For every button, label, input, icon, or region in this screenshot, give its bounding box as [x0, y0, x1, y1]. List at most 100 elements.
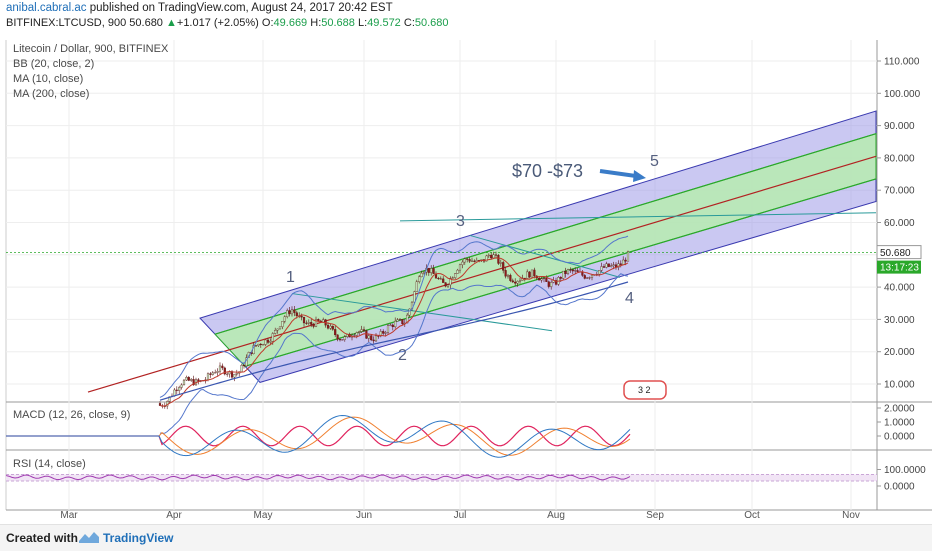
y-tick-label: 90.000	[884, 121, 915, 132]
overlay-bb[interactable]: BB (20, close, 2)	[13, 58, 95, 70]
candle-body	[470, 260, 474, 262]
candle-body	[401, 319, 404, 325]
candle-body	[497, 255, 500, 264]
inner-lower-line	[244, 178, 877, 367]
candle-body	[528, 271, 531, 278]
candle-body	[600, 266, 603, 271]
macd-line	[6, 414, 631, 458]
candle-body	[509, 275, 512, 281]
macd-tick-label: 0.0000	[884, 432, 915, 443]
candle-body	[329, 325, 332, 329]
high-value: 50.688	[321, 17, 355, 29]
wave-label-1: 1	[286, 269, 295, 286]
candle-body	[466, 258, 469, 260]
candle-body	[358, 331, 361, 333]
overlay-ma10[interactable]: MA (10, close)	[13, 73, 84, 85]
candle-body	[545, 277, 548, 282]
candle-body	[302, 316, 306, 324]
candle-body	[283, 316, 286, 322]
y-tick-label: 110.000	[884, 57, 920, 68]
candle-body	[300, 315, 303, 318]
publish-info: anibal.cabral.ac published on TradingVie…	[6, 2, 393, 14]
inner-upper-line	[214, 133, 877, 335]
candle-body	[605, 263, 608, 268]
candle-body	[562, 270, 565, 279]
candle-body	[487, 254, 490, 257]
candle-body	[451, 277, 454, 279]
rsi-label[interactable]: RSI (14, close)	[13, 458, 86, 470]
alert-badge-label: 3 2	[638, 385, 651, 395]
candle-body	[485, 255, 488, 262]
open-value: 49.669	[273, 17, 308, 29]
candle-body	[454, 273, 457, 278]
candle-body	[602, 266, 606, 268]
high-label: H:	[310, 17, 322, 29]
ohlc-bar: BITFINEX:LTCUSD, 900 50.680 ▲+1.017 (+2.…	[6, 17, 449, 29]
candle-body	[233, 374, 236, 378]
candle-body	[530, 269, 534, 278]
candle-body	[185, 377, 188, 381]
candle-body	[514, 281, 517, 284]
y-tick-label: 40.000	[884, 283, 915, 294]
candle-body	[290, 309, 294, 315]
macd-label[interactable]: MACD (12, 26, close, 9)	[13, 409, 131, 421]
candle-body	[439, 278, 442, 280]
candle-body	[422, 271, 426, 274]
candle-body	[216, 371, 219, 373]
candle-body	[379, 331, 382, 337]
wave-label-2: 2	[398, 347, 407, 364]
candle-body	[374, 335, 378, 342]
candle-body	[338, 339, 342, 341]
candle-body	[288, 310, 291, 315]
price-chart[interactable]: Mar Apr May Jun Jul Aug Sep Oct Nov 10.000 20.000 3…	[0, 0, 932, 524]
candle-body	[295, 312, 298, 317]
candle-body	[178, 387, 181, 391]
publish-text: published on TradingView.com, August 24,…	[89, 2, 393, 14]
candle-body	[190, 379, 193, 381]
bollinger-upper	[159, 235, 629, 398]
candle-body	[254, 345, 258, 347]
last-price: 50.680	[129, 17, 163, 29]
x-tick-label: Apr	[166, 510, 182, 521]
low-value: 49.572	[367, 17, 401, 29]
candle-body	[312, 324, 315, 327]
candle-body	[598, 270, 601, 275]
candle-body	[293, 309, 296, 313]
x-tick-label: Nov	[842, 510, 860, 521]
author-link[interactable]: anibal.cabral.ac	[6, 2, 87, 14]
candle-body	[619, 263, 622, 265]
candle-body	[266, 339, 270, 343]
candle-body	[223, 367, 226, 375]
candle-body	[367, 335, 370, 339]
candle-body	[622, 259, 625, 265]
candle-body	[504, 270, 507, 277]
candle-body	[586, 277, 589, 279]
x-tick-label: Sep	[646, 510, 664, 521]
candle-body	[499, 262, 502, 264]
candle-body	[398, 319, 402, 321]
candle-body	[542, 277, 546, 280]
candle-body	[218, 365, 222, 372]
overlay-ma200[interactable]: MA (200, close)	[13, 88, 90, 100]
ma10-line	[159, 257, 629, 407]
candle-body	[449, 278, 452, 286]
candle-body	[187, 377, 190, 381]
trend-line	[469, 234, 621, 278]
candle-body	[571, 269, 574, 272]
candle-body	[353, 335, 356, 337]
candle-body	[341, 339, 344, 341]
candle-body	[168, 396, 171, 402]
x-tick-label: Jun	[356, 510, 372, 521]
candle-body	[271, 333, 274, 342]
candle-body	[221, 365, 224, 369]
candle-body	[406, 314, 409, 324]
tradingview-brand[interactable]: TradingView	[103, 531, 174, 545]
candle-body	[502, 262, 505, 271]
candle-body	[564, 270, 567, 275]
candle-body	[427, 267, 430, 273]
x-tick-label: Mar	[60, 510, 78, 521]
y-tick-label: 100.000	[884, 89, 921, 100]
rsi-tick-label: 100.0000	[884, 465, 926, 476]
wave-label-5: 5	[650, 153, 659, 170]
candle-body	[334, 329, 337, 336]
